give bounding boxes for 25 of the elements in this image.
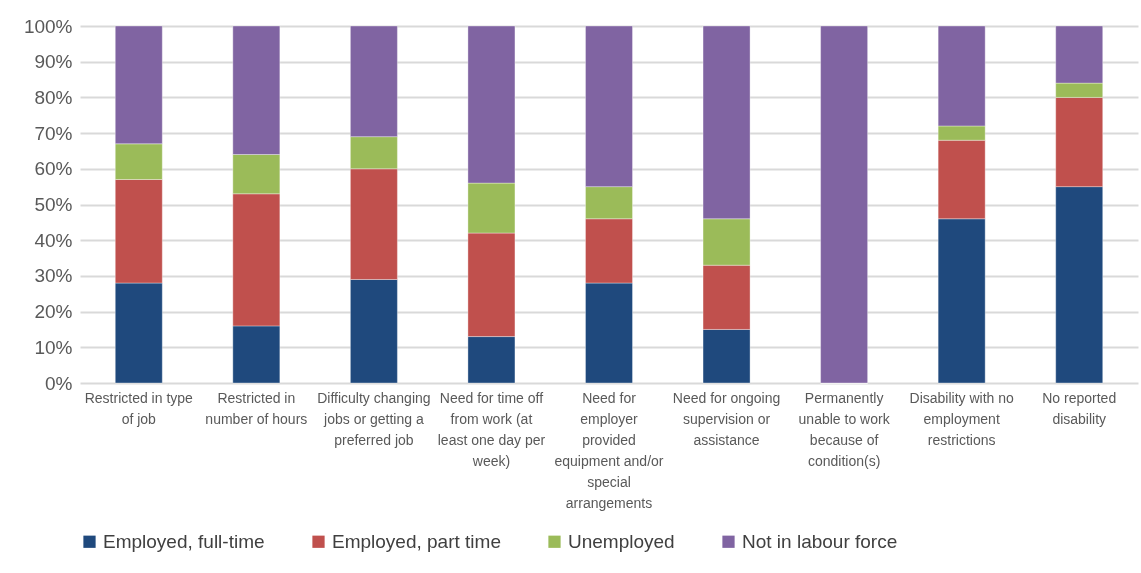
x-tick-label: Need for employer provided equipment and/or special arrangements (554, 389, 664, 511)
x-tick-label: No reported disability (1042, 389, 1117, 427)
y-tick-label: 70% (34, 122, 73, 144)
x-tick-label: Restricted in number of hours (205, 389, 308, 427)
x-tick-label: Need for time off from work (at least one day per week) (437, 389, 546, 469)
y-tick-label: 30% (34, 265, 73, 287)
bar (820, 25, 869, 384)
y-tick-label: 0% (45, 372, 73, 394)
x-tick-label: Restricted in type of job (84, 389, 194, 427)
x-tick-label: Need for ongoing supervision or assistance (672, 389, 781, 448)
y-tick-label: 90% (34, 51, 73, 73)
y-tick-label: 40% (34, 229, 73, 251)
x-tick-label: Disability with no employment restrictions (909, 389, 1015, 448)
legend-label: Unemployed (568, 530, 675, 552)
legend-label: Employed, full-time (103, 530, 265, 552)
y-tick-label: 60% (34, 158, 73, 180)
y-tick-label: 20% (34, 301, 73, 323)
y-tick-label: 10% (34, 336, 73, 358)
legend-label: Not in labour force (742, 530, 898, 552)
y-tick-label: 50% (34, 194, 73, 215)
x-tick-label: Difficulty changing jobs or getting a preferred job (317, 389, 431, 448)
x-tick-label: Permanently unable to work because of condition(s) (798, 389, 891, 469)
y-tick-label: 100% (23, 15, 73, 37)
y-tick-label: 80% (34, 86, 73, 108)
legend-label: Employed, part time (332, 530, 501, 552)
